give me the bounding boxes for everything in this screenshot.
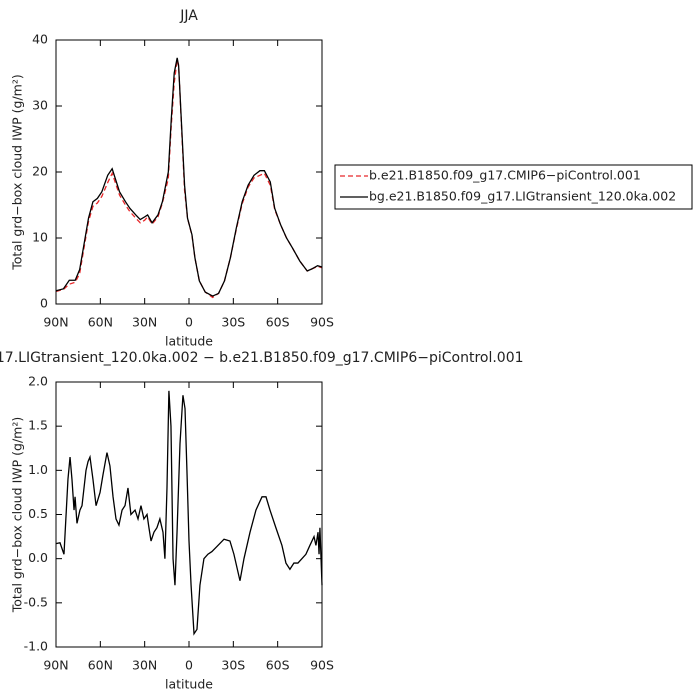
plot-frame [55,381,323,648]
x-tick-label: 60N [88,315,113,330]
data-line [55,390,323,636]
x-tick-label: 30N [132,658,157,673]
x-tick-label: 30S [221,315,245,330]
y-tick-label: -1.0 [24,639,48,654]
chart-title: JJA [179,8,198,24]
legend-label: b.e21.B1850.f09_g17.CMIP6−piControl.001 [369,168,641,183]
y-tick-label: 20 [32,164,48,179]
x-tick-label: 60S [266,658,290,673]
x-tick-label: 90S [310,658,334,673]
y-tick-label: 10 [32,230,48,245]
y-tick-label: 30 [32,98,48,113]
x-tick-label: 60S [266,315,290,330]
y-tick-label: -0.5 [24,594,48,609]
y-tick-label: 0 [40,296,48,311]
y-tick-label: 40 [32,32,48,47]
legend-label: bg.e21.B1850.f09_g17.LIGtransient_120.0k… [369,189,676,204]
x-tick-label: 60N [88,658,113,673]
y-tick-label: 1.0 [28,462,48,477]
y-axis-label: Total grd−box cloud IWP (g/m²) [10,417,25,613]
y-tick-label: 0.5 [28,506,48,521]
x-tick-label: 30N [132,315,157,330]
y-tick-label: 0.0 [28,550,48,565]
x-axis-label: latitude [165,677,213,692]
x-tick-label: 90N [43,658,68,673]
y-tick-label: 2.0 [28,374,48,389]
x-tick-label: 0 [185,658,193,673]
chart-title: bg.e21.B1850.f09_g17.LIGtransient_120.0k… [0,350,524,366]
x-tick-label: 90N [43,315,68,330]
x-axis-label: latitude [165,334,213,349]
data-line [55,57,323,297]
y-tick-label: 1.5 [28,418,48,433]
x-tick-label: 30S [221,658,245,673]
plot-frame [55,39,323,305]
y-axis-label: Total grd−box cloud IWP (g/m²) [10,74,25,270]
x-tick-label: 0 [185,315,193,330]
legend-box [334,164,693,210]
data-line [55,59,323,299]
x-tick-label: 90S [310,315,334,330]
